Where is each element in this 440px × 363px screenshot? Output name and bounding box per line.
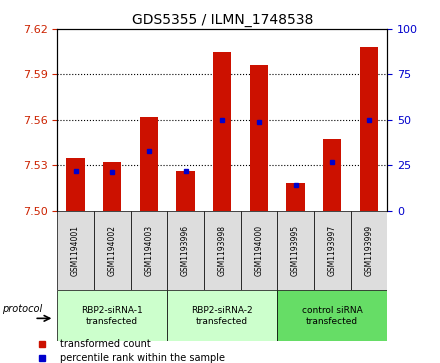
Text: control siRNA
transfected: control siRNA transfected	[302, 306, 363, 326]
Bar	[167, 290, 277, 341]
Title: GDS5355 / ILMN_1748538: GDS5355 / ILMN_1748538	[132, 13, 313, 26]
Bar	[103, 162, 121, 211]
Bar	[213, 52, 231, 211]
Text: GSM1193999: GSM1193999	[364, 225, 374, 276]
Text: protocol: protocol	[2, 303, 42, 314]
Bar	[241, 211, 277, 290]
Text: transformed count: transformed count	[60, 339, 150, 348]
Bar	[314, 211, 351, 290]
Bar	[57, 290, 167, 341]
Text: GSM1193995: GSM1193995	[291, 225, 300, 276]
Bar	[277, 211, 314, 290]
Bar	[204, 211, 241, 290]
Bar	[140, 117, 158, 211]
Text: GSM1194000: GSM1194000	[254, 225, 264, 276]
Text: GSM1194002: GSM1194002	[108, 225, 117, 276]
Bar	[286, 183, 305, 211]
Bar	[277, 290, 387, 341]
Text: GSM1194001: GSM1194001	[71, 225, 80, 276]
Bar	[94, 211, 131, 290]
Bar	[167, 211, 204, 290]
Text: RBP2-siRNA-1
transfected: RBP2-siRNA-1 transfected	[81, 306, 143, 326]
Text: GSM1193996: GSM1193996	[181, 225, 190, 276]
Text: GSM1193998: GSM1193998	[218, 225, 227, 276]
Bar	[250, 65, 268, 211]
Text: GSM1194003: GSM1194003	[144, 225, 154, 276]
Bar	[323, 139, 341, 211]
Text: percentile rank within the sample: percentile rank within the sample	[60, 352, 225, 363]
Bar	[131, 211, 167, 290]
Bar	[176, 171, 195, 211]
Text: GSM1193997: GSM1193997	[328, 225, 337, 276]
Bar	[66, 158, 85, 211]
Bar	[351, 211, 387, 290]
Bar	[57, 211, 94, 290]
Bar	[360, 47, 378, 211]
Text: RBP2-siRNA-2
transfected: RBP2-siRNA-2 transfected	[191, 306, 253, 326]
